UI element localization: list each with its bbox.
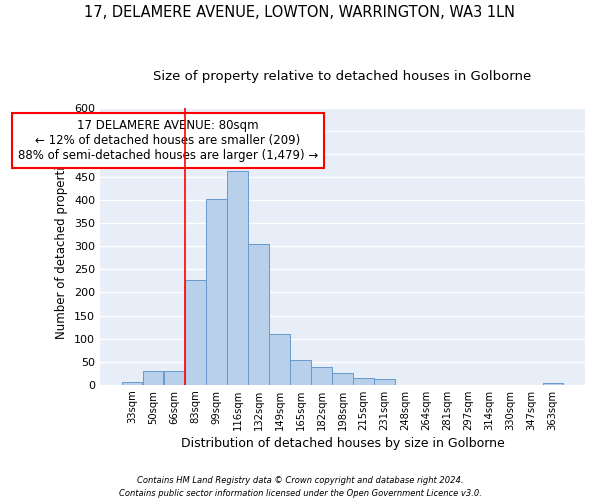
Bar bbox=[311, 367, 332, 385]
Bar bbox=[542, 383, 563, 385]
X-axis label: Distribution of detached houses by size in Golborne: Distribution of detached houses by size … bbox=[181, 437, 505, 450]
Bar bbox=[248, 244, 269, 385]
Bar bbox=[332, 373, 353, 385]
Text: 17, DELAMERE AVENUE, LOWTON, WARRINGTON, WA3 1LN: 17, DELAMERE AVENUE, LOWTON, WARRINGTON,… bbox=[85, 5, 515, 20]
Y-axis label: Number of detached properties: Number of detached properties bbox=[55, 154, 68, 340]
Bar bbox=[143, 371, 163, 385]
Bar bbox=[290, 360, 311, 385]
Bar bbox=[206, 199, 227, 385]
Bar bbox=[122, 382, 142, 385]
Bar bbox=[227, 170, 248, 385]
Title: Size of property relative to detached houses in Golborne: Size of property relative to detached ho… bbox=[154, 70, 532, 83]
Bar bbox=[164, 371, 185, 385]
Bar bbox=[269, 334, 290, 385]
Bar bbox=[374, 380, 395, 385]
Text: Contains HM Land Registry data © Crown copyright and database right 2024.
Contai: Contains HM Land Registry data © Crown c… bbox=[119, 476, 481, 498]
Text: 17 DELAMERE AVENUE: 80sqm
← 12% of detached houses are smaller (209)
88% of semi: 17 DELAMERE AVENUE: 80sqm ← 12% of detac… bbox=[18, 119, 318, 162]
Bar bbox=[185, 280, 206, 385]
Bar bbox=[353, 378, 374, 385]
